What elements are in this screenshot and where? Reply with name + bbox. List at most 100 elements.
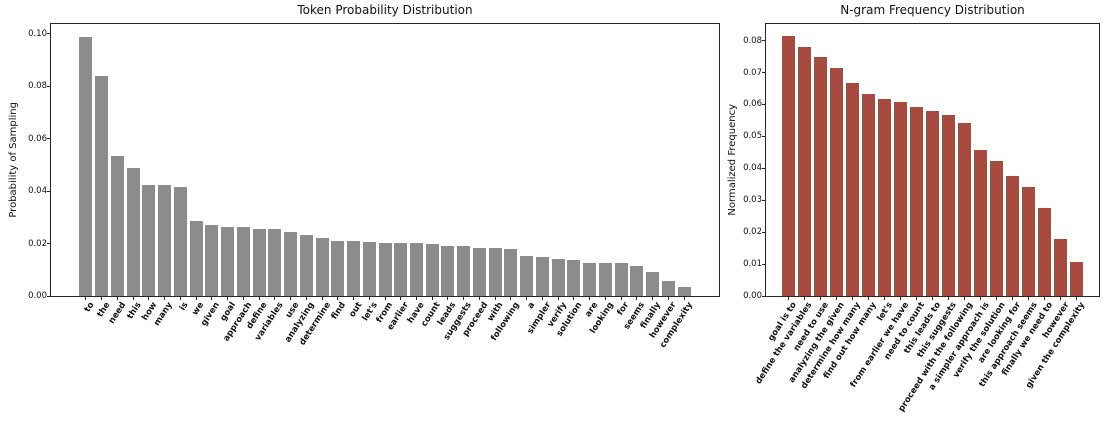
- x-tick-mark: [415, 296, 417, 300]
- bar: [441, 245, 455, 296]
- y-axis-label: Probability of Sampling: [7, 102, 19, 218]
- bar: [1070, 262, 1084, 296]
- bar: [813, 57, 827, 296]
- bar: [630, 265, 644, 296]
- y-tick-label: 0.06: [28, 133, 47, 144]
- x-tick-mark: [787, 296, 789, 300]
- x-tick-mark: [337, 296, 339, 300]
- x-tick-mark: [557, 296, 559, 300]
- x-tick-mark: [573, 296, 575, 300]
- x-tick-mark: [384, 296, 386, 300]
- bar: [829, 68, 843, 296]
- x-tick-mark: [932, 296, 933, 300]
- bar: [457, 246, 471, 296]
- bar: [520, 256, 534, 296]
- y-tick-label: 0.00: [28, 291, 47, 301]
- x-tick-mark: [400, 296, 402, 300]
- bar: [861, 93, 875, 296]
- bar: [974, 150, 988, 296]
- x-tick-mark: [835, 296, 837, 300]
- x-tick-mark: [620, 296, 622, 300]
- y-tick-label: 0.00: [743, 291, 762, 301]
- bar: [909, 106, 923, 296]
- y-tick-label: 0.04: [28, 186, 47, 197]
- y-tick-mark: [47, 138, 51, 140]
- y-tick-mark: [762, 72, 766, 74]
- x-tick-mark: [510, 296, 512, 300]
- y-tick-mark: [762, 40, 766, 42]
- bar: [79, 36, 93, 296]
- x-tick-mark: [242, 296, 244, 300]
- x-tick-mark: [478, 296, 480, 300]
- bar: [646, 271, 660, 296]
- chart-title: Token Probability Distribution: [297, 3, 473, 17]
- y-tick-label: 0.04: [743, 163, 762, 174]
- bar: [284, 231, 298, 296]
- bar: [142, 184, 156, 296]
- plot-area: 0.00 0.02 0.04 0.06 0.08 0.10 to the need this how…: [28, 23, 720, 350]
- y-tick-mark: [762, 103, 766, 105]
- bar: [535, 256, 549, 296]
- y-tick-mark: [762, 135, 766, 137]
- bar: [551, 259, 565, 296]
- x-tick-mark: [211, 296, 213, 300]
- y-tick-mark: [762, 263, 766, 265]
- x-tick-mark: [980, 296, 982, 300]
- y-tick-mark: [47, 33, 51, 35]
- bar: [425, 244, 439, 296]
- y-tick-mark: [762, 295, 766, 297]
- x-tick-mark: [964, 296, 966, 300]
- x-tick-mark: [321, 296, 323, 300]
- bar: [504, 248, 518, 296]
- bar: [677, 286, 691, 296]
- bar: [205, 225, 219, 296]
- x-tick-mark: [1028, 296, 1030, 300]
- y-tick-mark: [47, 243, 51, 245]
- bar: [583, 262, 597, 296]
- bar: [990, 161, 1004, 296]
- x-tick-mark: [899, 296, 901, 300]
- y-tick-mark: [47, 295, 51, 297]
- x-tick-mark: [867, 296, 869, 300]
- bar: [877, 99, 891, 296]
- x-tick-mark: [1012, 296, 1014, 300]
- bar: [173, 187, 187, 296]
- bar: [299, 235, 313, 296]
- x-tick-mark: [1044, 296, 1046, 300]
- bar: [958, 122, 972, 296]
- bar: [268, 228, 282, 296]
- x-tick-mark: [541, 296, 543, 300]
- bar: [331, 240, 345, 296]
- bar: [236, 227, 250, 296]
- bar: [1038, 207, 1052, 296]
- x-tick-label: find: [329, 300, 349, 322]
- bar: [781, 35, 795, 296]
- y-tick-mark: [47, 190, 51, 192]
- y-axis-label-wrap: Normalized Frequency: [725, 23, 739, 297]
- bar: [378, 242, 392, 296]
- bar: [942, 115, 956, 296]
- bar: [347, 241, 360, 296]
- x-tick-mark: [195, 296, 197, 300]
- y-tick-label: 0.02: [743, 227, 762, 238]
- bar: [661, 280, 675, 296]
- x-tick-mark: [447, 296, 449, 300]
- bar: [845, 83, 859, 296]
- bar: [409, 243, 423, 296]
- bar: [394, 243, 408, 296]
- bar: [252, 228, 266, 296]
- x-tick-mark: [883, 296, 885, 300]
- y-tick-label: 0.10: [28, 28, 47, 39]
- x-tick-mark: [948, 296, 950, 300]
- bar: [598, 262, 612, 296]
- y-tick-label: 0.03: [743, 195, 762, 206]
- bar: [362, 242, 376, 296]
- y-tick-label: 0.08: [743, 35, 762, 46]
- x-tick-mark: [353, 296, 354, 300]
- x-tick-mark: [915, 296, 917, 300]
- x-tick-mark: [996, 296, 998, 300]
- bar: [488, 248, 502, 296]
- bar: [158, 184, 172, 296]
- x-tick-mark: [116, 296, 118, 300]
- x-tick-mark: [431, 296, 433, 300]
